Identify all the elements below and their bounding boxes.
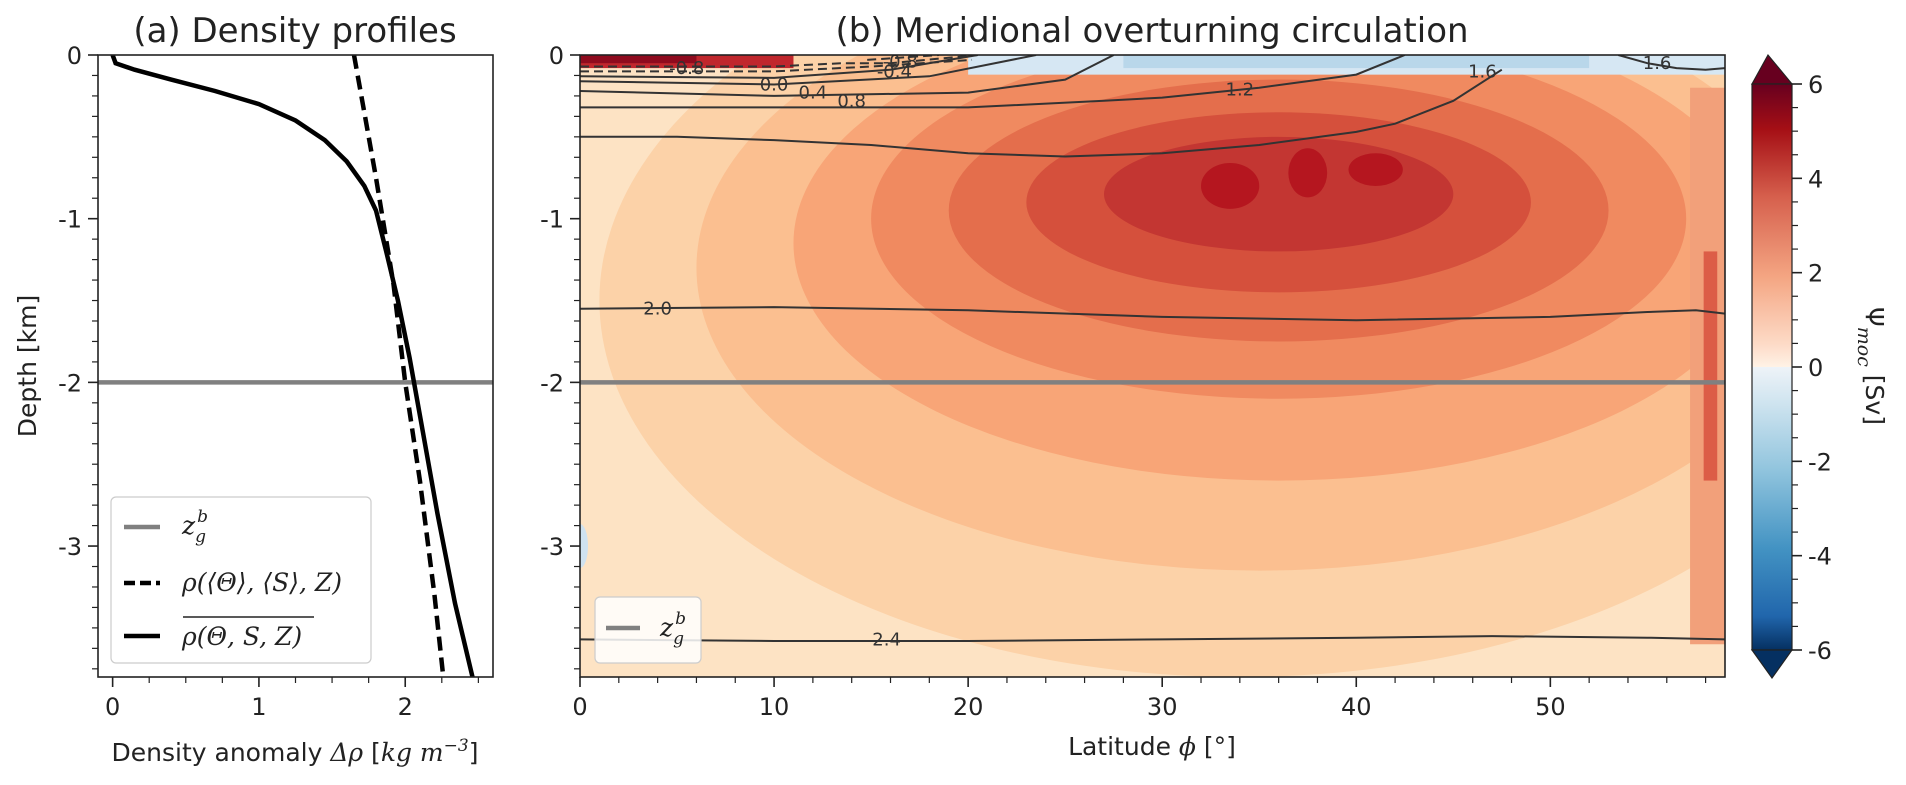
y-tick-label-a: -3 <box>58 533 82 561</box>
x-tick-label-a: 1 <box>251 693 266 721</box>
colorbar-tick-label: 0 <box>1808 354 1823 382</box>
panel-a-xlabel: Density anomaly Δρ [kg m−3] <box>112 736 479 767</box>
contour-label-1: 2.0 <box>643 299 672 320</box>
contour-label-6: 0.0 <box>760 74 789 95</box>
field-core-1 <box>1288 148 1328 198</box>
contour-label-10: 1.6 <box>1643 53 1672 74</box>
contour-line-3 <box>580 55 1406 109</box>
contour-label-5: 0.4 <box>799 83 828 104</box>
panel-b-frame <box>579 54 1726 678</box>
legend-label-rho-mean-profile: ρ(⟨Θ⟩, ⟨S⟩, Z) <box>181 568 342 597</box>
contour-line-2 <box>580 68 1503 158</box>
x-tick-label-a: 2 <box>398 693 413 721</box>
field-boundary-core <box>1703 251 1718 481</box>
colorbar-tick-label: 4 <box>1808 165 1823 193</box>
field-west-negative <box>580 524 588 569</box>
panel-b-title: (b) Meridional overturning circulation <box>835 11 1468 51</box>
field-core-2 <box>1348 153 1403 186</box>
panel-a: (a) Density profiles 0 1 2 0 -1 -2 -3 Depth [k… <box>13 11 494 767</box>
y-tick-label-a: -2 <box>58 369 82 397</box>
contour-line-5 <box>580 55 1037 86</box>
x-tick-label-b: 40 <box>1341 693 1372 721</box>
y-tick-label-b: -2 <box>540 369 564 397</box>
y-tick-label-b: -1 <box>540 206 564 234</box>
x-tick-label-b: 10 <box>759 693 790 721</box>
contour-line-10 <box>1618 55 1725 71</box>
panel-b-ticks: 0 10 20 30 40 50 0 -1 -2 -3 <box>540 42 1707 721</box>
colorbar-tick-label: -6 <box>1808 637 1832 665</box>
contour-line-4 <box>580 55 1115 97</box>
colorbar: 6 4 2 0 -2 -4 -6 Ψmoc [Sv] <box>1750 53 1889 680</box>
contour-label-0: 2.4 <box>872 629 901 650</box>
contour-line-1 <box>580 306 1725 322</box>
field-surface-negative-core <box>1123 55 1590 69</box>
panel-a-ticks: 0 1 2 0 -1 -2 -3 <box>58 42 479 721</box>
colorbar-ticks: 6 4 2 0 -2 -4 -6 <box>1792 71 1832 665</box>
contour-label-3: 1.2 <box>1226 79 1255 100</box>
contour-line-7 <box>580 58 973 73</box>
contour-label-7: -0.4 <box>877 61 912 82</box>
x-tick-label-b: 50 <box>1535 693 1566 721</box>
panel-a-plot-area <box>98 55 493 677</box>
series-line-2 <box>110 55 475 677</box>
colorbar-tick-label: 2 <box>1808 260 1823 288</box>
contour-label-8: -0.8 <box>669 58 704 79</box>
panel-b: (b) Meridional overturning circulation 2… <box>540 11 1726 761</box>
contour-label-4: 0.8 <box>837 91 866 112</box>
x-tick-label-b: 30 <box>1147 693 1178 721</box>
panel-b-plot-area: 2.42.01.61.20.80.40.0-0.4-0.8 -0.8 1.6 <box>580 52 1725 677</box>
colorbar-body <box>1751 83 1793 651</box>
x-tick-label-b: 0 <box>572 693 587 721</box>
y-tick-label-a: 0 <box>67 42 82 70</box>
contour-line-8 <box>580 55 978 68</box>
series-line-1 <box>351 55 446 677</box>
y-tick-label-b: 0 <box>549 42 564 70</box>
contour-label-2: 1.6 <box>1468 61 1497 82</box>
colorbar-label: Ψmoc [Sv] <box>1853 307 1889 425</box>
y-tick-label-a: -1 <box>58 206 82 234</box>
x-tick-label-a: 0 <box>105 693 120 721</box>
panel-a-legend: zgb ρ(⟨Θ⟩, ⟨S⟩, Z) ρ(Θ, S, Z) <box>110 496 372 664</box>
legend-label-zgb-b: zgb <box>659 609 686 649</box>
panel-a-title: (a) Density profiles <box>133 11 456 51</box>
panel-b-xlabel: Latitude ϕ [°] <box>1068 732 1236 761</box>
panel-b-legend: zgb <box>594 596 702 664</box>
field-core-0 <box>1201 163 1260 209</box>
y-tick-label-b: -3 <box>540 533 564 561</box>
legend-label-zgb: zgb <box>181 507 208 547</box>
contour-line-9 <box>867 55 940 61</box>
colorbar-extend-bottom <box>1750 649 1794 680</box>
x-tick-label-b: 20 <box>953 693 984 721</box>
colorbar-tick-label: -4 <box>1808 543 1832 571</box>
contour-label-9: -0.8 <box>883 52 918 73</box>
colorbar-tick-label: 6 <box>1808 71 1823 99</box>
legend-label-rho-averaged: ρ(Θ, S, Z) <box>181 622 302 651</box>
colorbar-tick-label: -2 <box>1808 448 1832 476</box>
field-surface-positive-core <box>580 55 697 64</box>
contour-line-0 <box>580 635 1725 642</box>
colorbar-extend-top <box>1750 53 1794 85</box>
panel-a-ylabel: Depth [km] <box>13 295 42 437</box>
